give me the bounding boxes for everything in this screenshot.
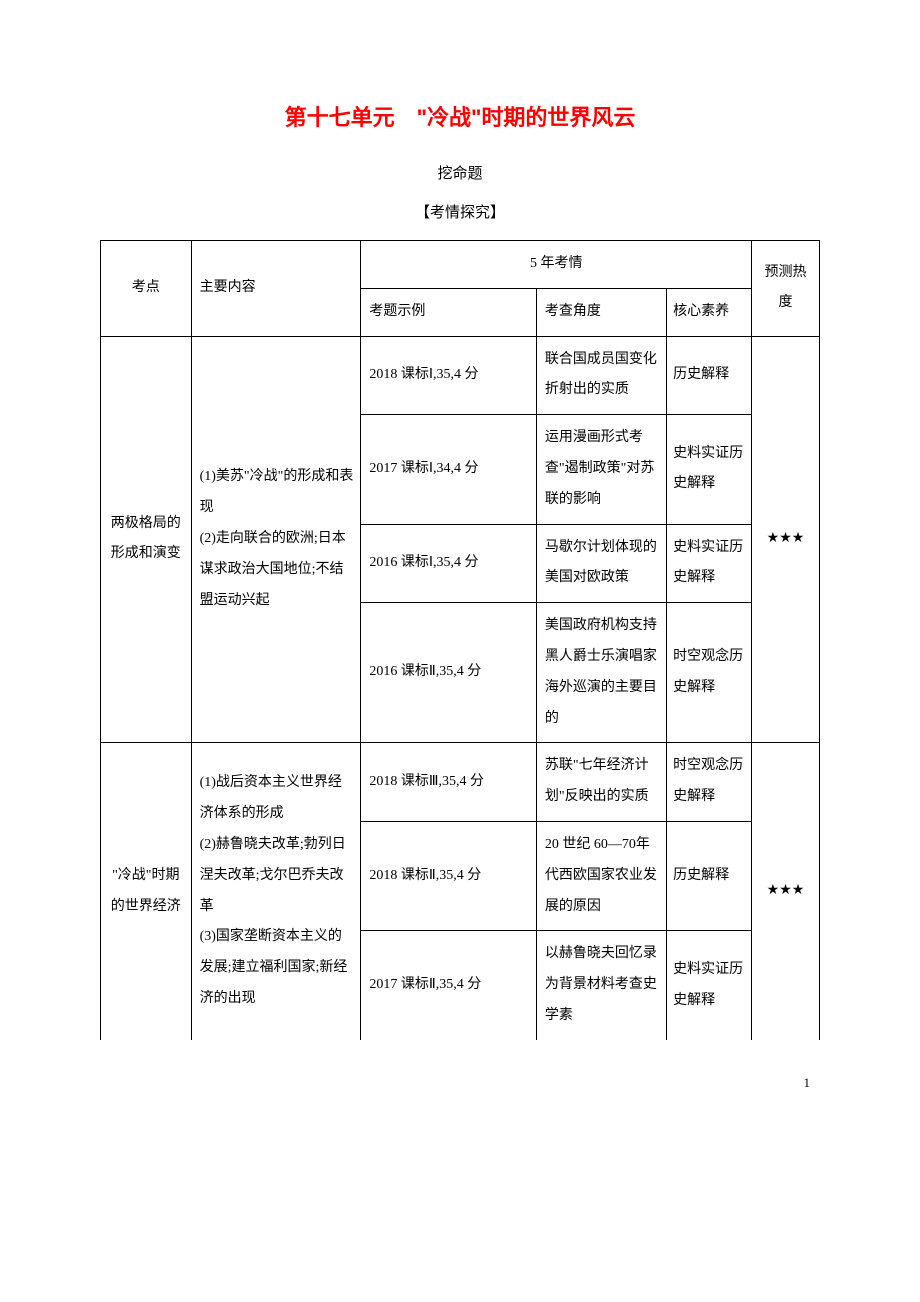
literacy-cell: 史料实证历史解释 <box>667 415 752 524</box>
exam-cell: 2016 课标Ⅰ,35,4 分 <box>361 524 537 603</box>
heat-cell: ★★★ <box>752 336 820 743</box>
page-title: 第十七单元 "冷战"时期的世界风云 <box>100 100 820 132</box>
header-heat: 预测热度 <box>752 241 820 337</box>
header-exam: 考题示例 <box>361 288 537 336</box>
subtitle: 挖命题 <box>100 162 820 183</box>
exam-cell: 2017 课标Ⅱ,35,4 分 <box>361 931 537 1040</box>
exam-table: 考点 主要内容 5 年考情 预测热度 考题示例 考查角度 核心素养 两极格局的形… <box>100 240 820 1040</box>
header-5year: 5 年考情 <box>361 241 752 289</box>
section-header: 【考情探究】 <box>100 201 820 222</box>
angle-cell: 马歇尔计划体现的美国对欧政策 <box>536 524 666 603</box>
header-topic: 考点 <box>101 241 192 337</box>
table-row: 两极格局的形成和演变 (1)美苏"冷战"的形成和表现(2)走向联合的欧洲;日本谋… <box>101 336 820 415</box>
literacy-cell: 史料实证历史解释 <box>667 524 752 603</box>
angle-cell: 20 世纪 60—70年代西欧国家农业发展的原因 <box>536 821 666 930</box>
topic-cell: 两极格局的形成和演变 <box>101 336 192 743</box>
exam-cell: 2018 课标Ⅲ,35,4 分 <box>361 743 537 822</box>
topic-cell: "冷战"时期的世界经济 <box>101 743 192 1040</box>
angle-cell: 苏联"七年经济计划"反映出的实质 <box>536 743 666 822</box>
exam-cell: 2016 课标Ⅱ,35,4 分 <box>361 603 537 743</box>
angle-cell: 联合国成员国变化折射出的实质 <box>536 336 666 415</box>
page-number: 1 <box>100 1075 820 1091</box>
table-row: "冷战"时期的世界经济 (1)战后资本主义世界经济体系的形成(2)赫鲁晓夫改革;… <box>101 743 820 822</box>
header-content: 主要内容 <box>191 241 361 337</box>
literacy-cell: 历史解释 <box>667 336 752 415</box>
heat-cell: ★★★ <box>752 743 820 1040</box>
header-literacy: 核心素养 <box>667 288 752 336</box>
exam-cell: 2018 课标Ⅱ,35,4 分 <box>361 821 537 930</box>
angle-cell: 运用漫画形式考查"遏制政策"对苏联的影响 <box>536 415 666 524</box>
literacy-cell: 历史解释 <box>667 821 752 930</box>
exam-cell: 2018 课标Ⅰ,35,4 分 <box>361 336 537 415</box>
literacy-cell: 时空观念历史解释 <box>667 743 752 822</box>
literacy-cell: 时空观念历史解释 <box>667 603 752 743</box>
header-angle: 考查角度 <box>536 288 666 336</box>
header-row-1: 考点 主要内容 5 年考情 预测热度 <box>101 241 820 289</box>
exam-cell: 2017 课标Ⅰ,34,4 分 <box>361 415 537 524</box>
angle-cell: 美国政府机构支持黑人爵士乐演唱家海外巡演的主要目的 <box>536 603 666 743</box>
literacy-cell: 史料实证历史解释 <box>667 931 752 1040</box>
angle-cell: 以赫鲁晓夫回忆录为背景材料考查史学素 <box>536 931 666 1040</box>
content-cell: (1)美苏"冷战"的形成和表现(2)走向联合的欧洲;日本谋求政治大国地位;不结盟… <box>191 336 361 743</box>
content-cell: (1)战后资本主义世界经济体系的形成(2)赫鲁晓夫改革;勃列日涅夫改革;戈尔巴乔… <box>191 743 361 1040</box>
